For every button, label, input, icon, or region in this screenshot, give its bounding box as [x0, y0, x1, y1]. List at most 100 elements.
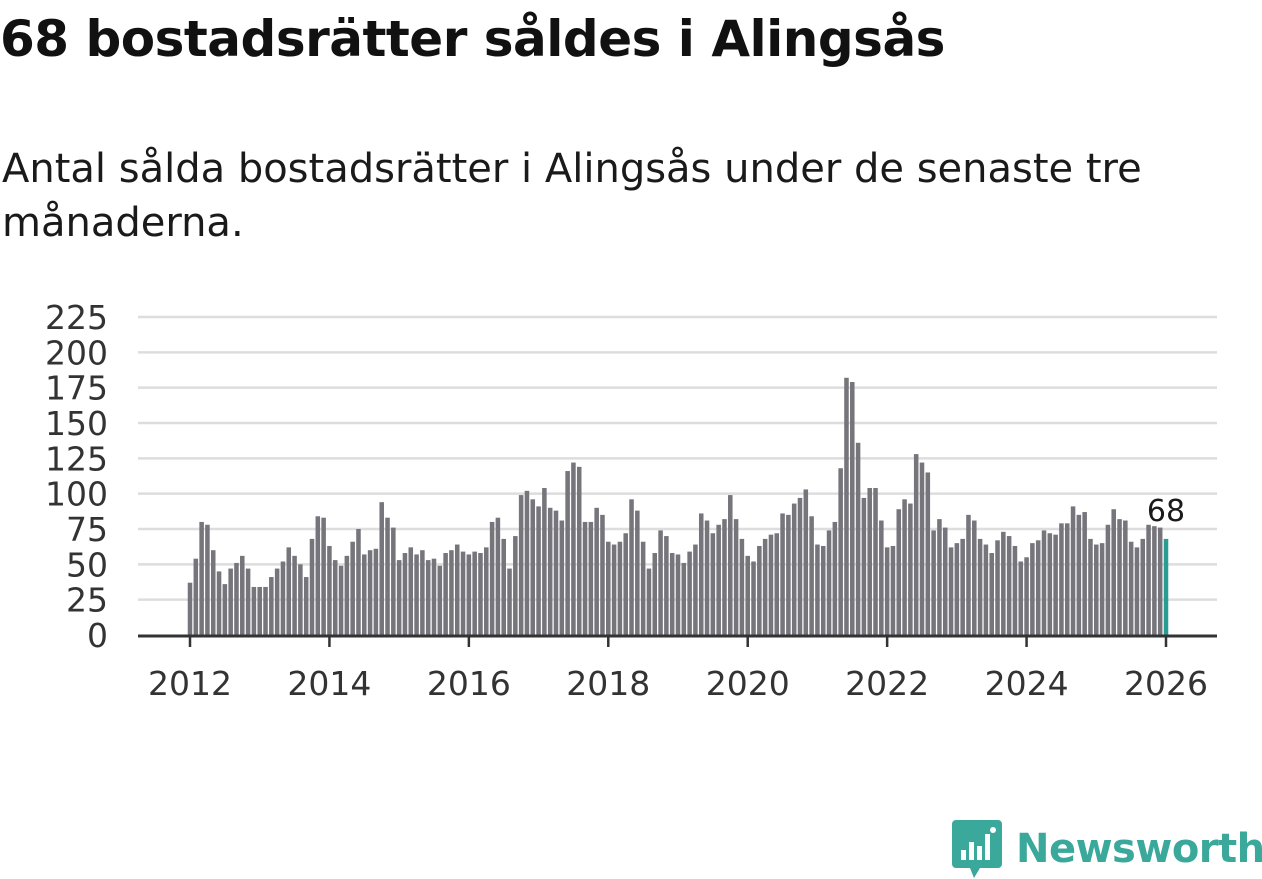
- bar: [536, 506, 541, 635]
- y-tick-label: 100: [45, 475, 108, 514]
- bar: [1105, 524, 1111, 635]
- bar: [762, 538, 768, 635]
- bar: [722, 519, 727, 635]
- bar: [710, 533, 716, 635]
- bar: [332, 560, 338, 635]
- bar: [658, 530, 663, 635]
- bar: [1024, 557, 1029, 635]
- bar: [780, 513, 785, 635]
- bar: [652, 553, 658, 635]
- bar: [286, 547, 292, 635]
- chart-title: 68 bostadsrätter såldes i Alingsås: [0, 10, 945, 68]
- x-tick-label: 2016: [427, 664, 511, 703]
- bar: [414, 554, 419, 635]
- bar: [1134, 547, 1140, 635]
- bar: [263, 586, 268, 635]
- bar: [838, 468, 843, 635]
- bar: [524, 490, 530, 635]
- bar: [1053, 534, 1058, 635]
- bar: [338, 565, 344, 635]
- bar: [716, 524, 721, 635]
- bar: [1012, 545, 1018, 635]
- bar: [646, 568, 652, 635]
- newsworthy-logo-icon: [952, 820, 1002, 878]
- bar: [1041, 530, 1047, 635]
- x-tick-label: 2026: [1124, 664, 1208, 703]
- bar: [205, 524, 210, 635]
- y-tick-label: 25: [66, 581, 108, 620]
- bar: [960, 538, 965, 635]
- bar: [402, 553, 408, 635]
- x-tick-label: 2022: [845, 664, 929, 703]
- bar: [675, 554, 681, 635]
- y-tick-label: 200: [45, 333, 108, 372]
- bar: [588, 521, 594, 635]
- bar: [1152, 526, 1157, 635]
- bar: [222, 584, 228, 635]
- bar: [437, 565, 443, 635]
- bar: [385, 517, 390, 635]
- bar: [664, 536, 669, 635]
- bar: [553, 510, 559, 635]
- bar: [274, 568, 280, 635]
- bar: [606, 541, 611, 635]
- newsworthy-logo[interactable]: Newsworthy: [952, 820, 1262, 878]
- bar: [797, 497, 803, 635]
- bar: [623, 533, 628, 635]
- bar: [669, 553, 675, 635]
- bar: [896, 509, 902, 635]
- bar: [1111, 509, 1116, 635]
- bar: [803, 489, 809, 635]
- bar: [1099, 543, 1105, 635]
- bar: [809, 516, 814, 635]
- bar: [855, 442, 861, 635]
- bar: [873, 488, 878, 635]
- bar: [693, 544, 698, 635]
- bar: [815, 544, 820, 635]
- bar: [269, 577, 274, 635]
- bar: [582, 521, 588, 635]
- bar: [757, 545, 762, 635]
- bar: [635, 510, 640, 635]
- bar: [687, 551, 692, 635]
- bar: [989, 553, 994, 635]
- bar: [774, 533, 780, 635]
- x-tick-label: 2012: [148, 664, 232, 703]
- bar: [925, 472, 931, 635]
- bar: [733, 519, 739, 635]
- bar: [844, 377, 849, 635]
- bar: [449, 550, 454, 635]
- y-tick-label: 50: [66, 545, 108, 584]
- bar: [454, 544, 460, 635]
- y-tick-label: 0: [87, 616, 108, 655]
- bar: [303, 577, 309, 635]
- bar: [966, 514, 971, 635]
- bar: [1030, 543, 1035, 635]
- bar: [919, 462, 925, 635]
- bar: [356, 529, 361, 635]
- x-tick-label: 2014: [287, 664, 371, 703]
- bar: [396, 560, 402, 635]
- bar: [1006, 536, 1012, 635]
- bar: [942, 527, 948, 635]
- bar: [251, 586, 257, 635]
- bar: [826, 530, 832, 635]
- bar: [594, 507, 599, 635]
- bar: [315, 516, 321, 635]
- bar: [1123, 520, 1128, 635]
- bar: [344, 555, 350, 635]
- bar: [379, 502, 384, 635]
- bar: [280, 561, 286, 635]
- bar: [681, 562, 687, 635]
- bar: [861, 497, 867, 635]
- bar: [571, 462, 576, 635]
- bar: [367, 550, 373, 635]
- bar: [948, 547, 954, 635]
- bar: [495, 517, 501, 635]
- x-axis-ticks: 2012 2014 2016 2018 2020 2022 2024 2026: [148, 637, 1208, 703]
- bar: [518, 495, 524, 635]
- bar: [1035, 540, 1041, 635]
- bar: [327, 545, 332, 635]
- bar: [1001, 531, 1006, 635]
